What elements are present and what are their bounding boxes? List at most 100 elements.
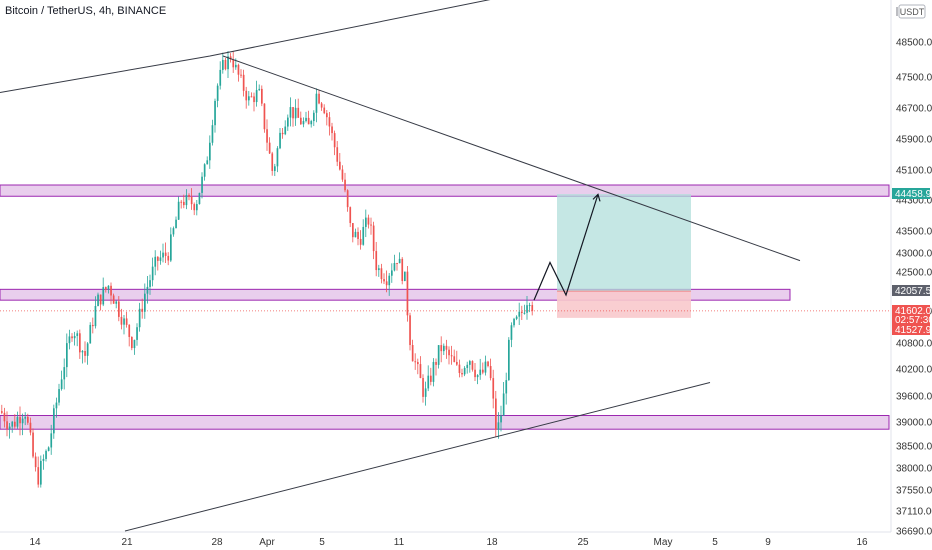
price-tick-label: 46700.00: [896, 104, 932, 115]
candle: [341, 165, 344, 182]
candle: [115, 300, 118, 309]
trendline-descending-resistance[interactable]: [222, 55, 801, 262]
candle: [63, 358, 66, 390]
candle: [40, 455, 42, 488]
candle-body: [487, 361, 489, 367]
candle-body: [151, 266, 154, 281]
candle: [123, 314, 125, 335]
time-tick-label: 5: [712, 537, 718, 548]
candle: [482, 362, 484, 375]
candle-body: [162, 252, 164, 258]
candle-body: [261, 88, 263, 104]
candle-body: [34, 456, 37, 468]
candle-body: [201, 176, 203, 193]
candle-body: [388, 275, 391, 286]
price-tag-target: 44458.92: [892, 188, 932, 200]
candle-body: [484, 361, 487, 373]
candle-body: [370, 224, 372, 226]
price-tick-label: 47500.00: [896, 73, 932, 84]
candle: [352, 223, 354, 243]
candle: [209, 135, 211, 169]
candle: [84, 341, 86, 363]
candle: [372, 221, 375, 260]
price-tick-label: 37110.00: [896, 507, 932, 518]
candle: [396, 262, 398, 271]
candle-body: [84, 351, 86, 356]
position-target-area[interactable]: [557, 194, 691, 292]
candle: [193, 202, 196, 216]
time-tick-label: 16: [856, 537, 868, 548]
candle: [409, 312, 411, 351]
candle-body: [432, 361, 435, 382]
candle: [136, 323, 138, 346]
candle-body: [427, 375, 430, 389]
candle: [523, 304, 526, 315]
projection-path[interactable]: [533, 194, 599, 301]
candle: [222, 52, 224, 74]
candle: [58, 383, 60, 406]
candle-body: [378, 268, 380, 271]
candle-body: [492, 378, 495, 399]
candle: [151, 257, 154, 287]
candle-body: [63, 367, 66, 380]
candle-body: [294, 107, 297, 119]
candle-body: [518, 311, 521, 317]
candle: [271, 151, 274, 176]
candle-body: [159, 257, 162, 261]
candle: [487, 360, 489, 368]
candle: [313, 110, 315, 127]
price-tick-label: 43000.00: [896, 249, 932, 260]
trendlines-layer[interactable]: [0, 0, 801, 532]
price-tick-label: 36690.00: [896, 527, 932, 538]
candle: [131, 336, 133, 351]
candle-body: [435, 361, 437, 365]
candle-body: [318, 93, 320, 104]
candle-body: [458, 364, 461, 374]
candle-body: [240, 74, 242, 76]
trendline-lower-channel[interactable]: [124, 382, 711, 532]
candle: [424, 381, 427, 406]
price-tick-label: 45900.00: [896, 135, 932, 146]
candle: [495, 390, 497, 437]
candle: [339, 153, 341, 171]
candle-body: [284, 126, 287, 135]
candle: [404, 271, 406, 282]
zone-mid-support[interactable]: [0, 288, 791, 301]
candle: [68, 329, 71, 350]
position-stop-area[interactable]: [557, 291, 691, 318]
candle: [29, 417, 32, 436]
candle: [157, 256, 159, 271]
candle: [474, 363, 476, 381]
candle: [8, 423, 11, 439]
candle: [146, 276, 149, 304]
candle-body: [271, 153, 274, 171]
candle-body: [177, 201, 180, 220]
zone-support[interactable]: [0, 415, 890, 430]
price-tag-stop: 41527.92: [892, 324, 932, 336]
candle: [326, 109, 328, 126]
price-axis[interactable]: 48500.00 47500.00 46700.00 45900.00 45100.00…: [896, 38, 932, 538]
candle: [159, 250, 162, 265]
candle-body: [336, 147, 339, 162]
candle-body: [21, 418, 24, 424]
candle: [229, 53, 232, 63]
candle: [318, 90, 320, 105]
candle-body: [219, 69, 222, 86]
candle: [167, 252, 170, 266]
candle-body: [97, 294, 99, 306]
zone-resistance[interactable]: [0, 184, 890, 197]
candle: [297, 98, 300, 118]
candle: [172, 226, 175, 237]
candle: [359, 230, 362, 250]
candle-body: [489, 366, 492, 379]
candle-body: [495, 398, 497, 430]
candle: [211, 119, 214, 146]
candle-body: [375, 251, 378, 271]
trendline-upper-channel[interactable]: [0, 0, 540, 93]
candle: [1, 404, 3, 415]
candle: [435, 358, 437, 376]
currency-badge[interactable]: USDT: [898, 4, 926, 19]
time-axis[interactable]: 14 21 28 Apr 5 11 18 25 May 5 9 16: [29, 537, 868, 548]
